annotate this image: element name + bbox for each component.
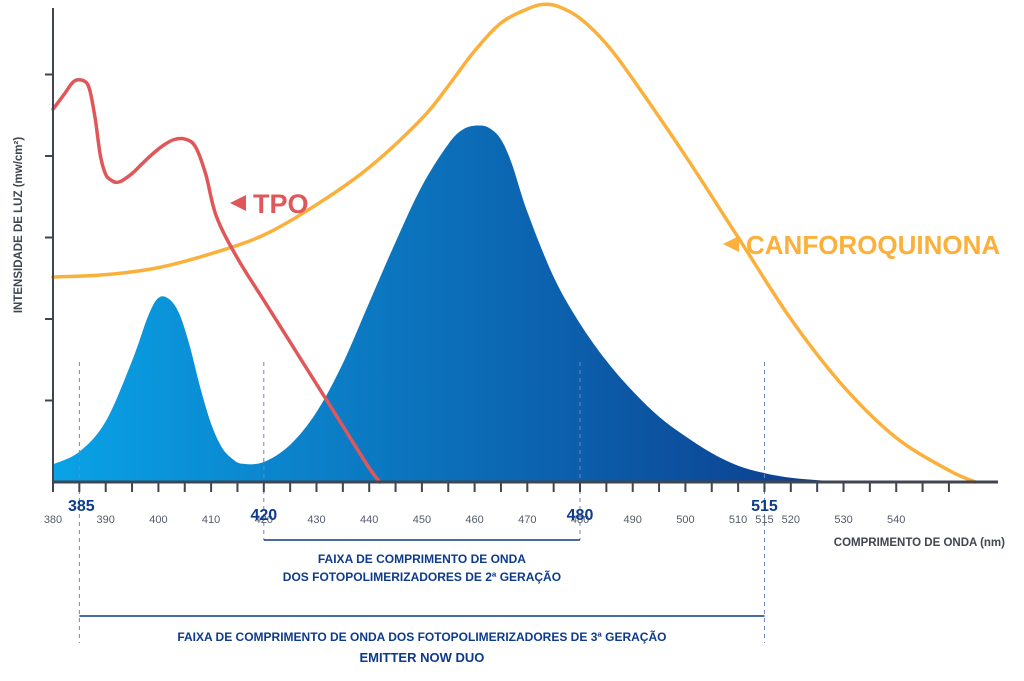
x-axis-ticks: [52, 482, 950, 492]
x-tick-label: 440: [360, 514, 378, 526]
x-tick-label: 460: [465, 514, 483, 526]
x-tick-label: 430: [307, 514, 325, 526]
y-axis-title: INTENSIDADE DE LUZ (mw/cm²): [13, 137, 25, 314]
range-2nd-generation-subtitle: DOS FOTOPOLIMERIZADORES DE 2ª GERAÇÃO: [283, 569, 561, 584]
x-tick-label-highlight: 385: [68, 498, 95, 515]
canforoquinona-curve: [51, 2, 978, 484]
range-2nd-generation: FAIXA DE COMPRIMENTO DE ONDA DOS FOTOPOL…: [263, 539, 581, 584]
y-axis-ticks: [45, 73, 53, 402]
x-tick-labels: 380 390 400 410 420 430 440 450 460 470 480 490 500 5…: [44, 498, 906, 526]
canforoquinona-legend: CANFOROQUINONA: [723, 230, 1000, 260]
x-axis-title: COMPRIMENTO DE ONDA (nm): [834, 537, 1005, 549]
emission-spectrum-area: [53, 125, 860, 482]
x-tick-label: 510: [729, 514, 747, 526]
x-tick-label: 390: [97, 514, 115, 526]
x-tick-label: 530: [834, 514, 852, 526]
tpo-legend: TPO: [230, 189, 309, 219]
x-tick-label: 450: [413, 514, 431, 526]
range-3rd-generation-product: EMITTER NOW DUO: [359, 650, 484, 665]
x-tick-label: 420: [255, 514, 273, 526]
x-tick-label: 400: [149, 514, 167, 526]
tpo-arrow-icon: [230, 195, 246, 211]
x-tick-label: 470: [518, 514, 536, 526]
range-3rd-generation: FAIXA DE COMPRIMENTO DE ONDA DOS FOTOPOL…: [79, 615, 765, 665]
x-tick-label-highlight: 420: [250, 507, 277, 524]
range-3rd-generation-title: FAIXA DE COMPRIMENTO DE ONDA DOS FOTOPOL…: [177, 629, 666, 644]
x-tick-label: 520: [782, 514, 800, 526]
x-tick-label-highlight: 515: [751, 498, 778, 515]
tpo-curve: [51, 78, 382, 484]
canforoquinona-label: CANFOROQUINONA: [746, 230, 1000, 260]
x-tick-label: 410: [202, 514, 220, 526]
tpo-label: TPO: [253, 189, 309, 219]
range-guides: [78, 362, 765, 643]
x-tick-label: 500: [676, 514, 694, 526]
x-tick-label: 540: [887, 514, 905, 526]
canforoquinona-arrow-icon: [723, 236, 739, 252]
x-tick-label: 380: [44, 514, 62, 526]
range-2nd-generation-title: FAIXA DE COMPRIMENTO DE ONDA: [318, 552, 526, 566]
x-tick-label: 515: [755, 514, 773, 526]
x-tick-label-highlight: 480: [567, 507, 594, 524]
x-tick-label: 490: [624, 514, 642, 526]
x-tick-label: 480: [571, 514, 589, 526]
